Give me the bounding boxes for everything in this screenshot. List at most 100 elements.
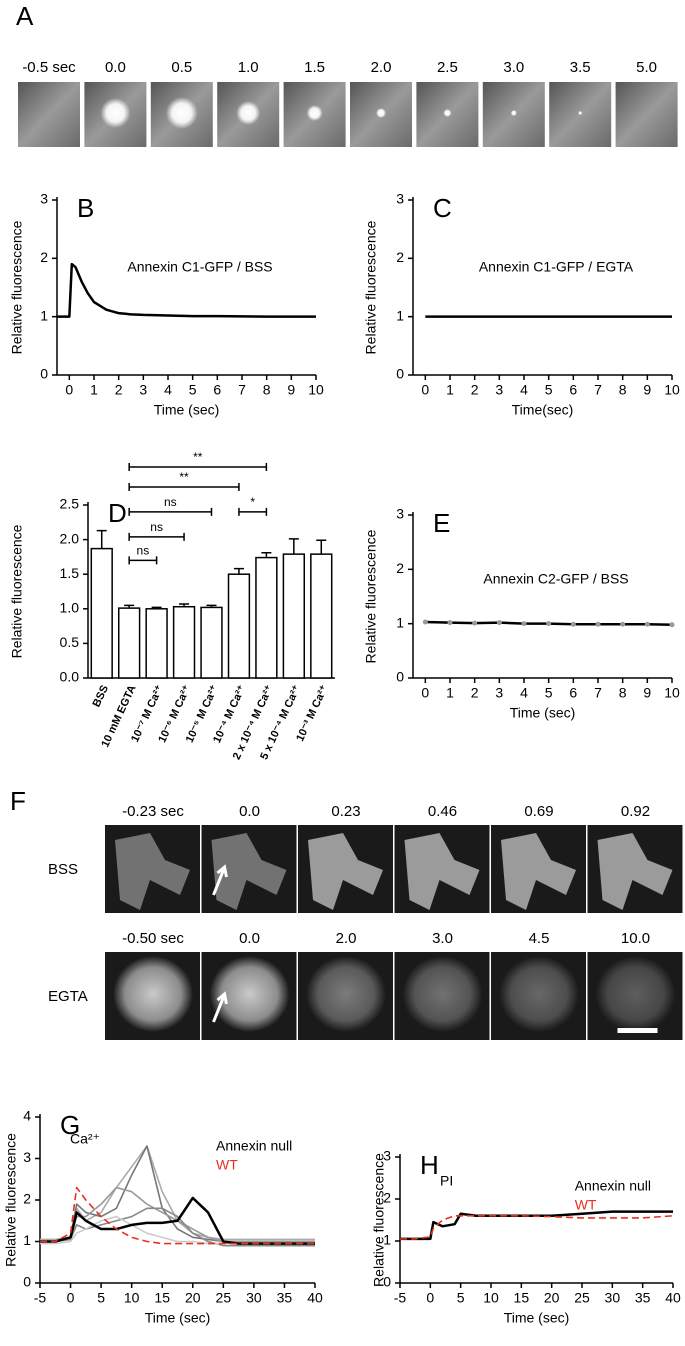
y-axis-label: Relative fluorescence — [3, 1133, 19, 1267]
bar — [227, 573, 251, 679]
frame-time: 1.0 — [238, 59, 259, 76]
marker — [496, 620, 502, 626]
error-bar — [233, 567, 244, 575]
x-tick-label: 20 — [544, 1290, 560, 1306]
x-tick-label: 2 — [471, 382, 479, 398]
x-tick-label: BSS — [91, 683, 111, 709]
frame-time: 0.23 — [331, 803, 360, 820]
annotation: Annexin C1-GFP / EGTA — [479, 259, 634, 275]
panel-label: G — [60, 1110, 80, 1140]
panel-label: A — [16, 1, 34, 31]
image-spot — [306, 105, 323, 121]
y-tick-label: 3 — [396, 506, 404, 522]
x-tick-label: 35 — [277, 1290, 293, 1306]
x-tick-label: 3 — [495, 382, 503, 398]
frame-time: -0.23 sec — [122, 803, 184, 820]
frame-time: 0.0 — [105, 59, 126, 76]
y-tick-label: 2 — [396, 560, 404, 576]
annotation: Ca²⁺ — [70, 1131, 100, 1147]
x-tick-label: 10 — [664, 685, 680, 701]
y-axis-label: Relative fluorescence — [371, 1153, 387, 1287]
panel-label: H — [420, 1150, 439, 1180]
marker — [472, 620, 478, 626]
marker — [447, 620, 453, 626]
y-tick-label: 2 — [23, 1191, 31, 1207]
significance-label: ns — [137, 544, 150, 558]
x-tick-label: 1 — [446, 382, 454, 398]
x-tick-label: 15 — [514, 1290, 530, 1306]
y-tick-label: 2.5 — [60, 496, 80, 512]
frame-time: 0.0 — [239, 803, 260, 820]
y-tick-label: 1 — [396, 614, 404, 630]
x-tick-label: 10 — [308, 382, 324, 398]
cell — [595, 956, 676, 1032]
frame-time: 0.5 — [171, 59, 192, 76]
error-bar — [288, 538, 299, 555]
x-tick-label: 25 — [216, 1290, 232, 1306]
x-tick-label: 0 — [421, 685, 429, 701]
bar — [310, 553, 333, 679]
y-axis-label: Relative fluorescence — [363, 529, 379, 663]
x-tick-label: 8 — [619, 685, 627, 701]
x-tick-label: 6 — [569, 685, 577, 701]
frame-time: -0.50 sec — [122, 930, 184, 947]
x-tick-label: -5 — [394, 1290, 407, 1306]
panel-label: E — [433, 508, 450, 538]
series-line — [57, 262, 316, 318]
bar — [117, 607, 141, 679]
image-spot — [578, 111, 583, 115]
x-tick-label: 30 — [246, 1290, 262, 1306]
significance-bracket — [128, 556, 158, 565]
error-bar — [179, 603, 190, 607]
x-tick-label: 0 — [426, 1290, 434, 1306]
significance-bracket — [128, 532, 185, 541]
image-frame — [18, 82, 80, 147]
image-spot — [165, 97, 198, 129]
row-label: EGTA — [48, 988, 88, 1005]
x-tick-label: 1 — [90, 382, 98, 398]
image-spot — [100, 98, 131, 128]
frame-time: 3.5 — [570, 59, 591, 76]
x-tick-label: -5 — [34, 1290, 47, 1306]
y-tick-label: 3 — [40, 191, 48, 207]
scale-bar — [617, 1028, 658, 1033]
bar — [90, 547, 113, 679]
frame-time: 2.0 — [336, 930, 357, 947]
legend-entry: WT — [216, 1157, 238, 1173]
y-tick-label: 1 — [40, 307, 48, 323]
marker — [521, 621, 527, 627]
cell — [501, 833, 576, 910]
significance-label: ns — [164, 495, 177, 509]
cell — [209, 956, 290, 1032]
series-line — [40, 1145, 315, 1241]
marker — [570, 621, 576, 627]
marker — [620, 621, 626, 627]
significance-bracket — [128, 483, 240, 492]
x-tick-label: 5 — [545, 685, 553, 701]
x-tick-label: 9 — [643, 382, 651, 398]
x-tick-label: 40 — [307, 1290, 323, 1306]
x-tick-label: 8 — [263, 382, 271, 398]
bar — [200, 606, 223, 679]
error-bar — [316, 539, 327, 555]
legend-entry: WT — [575, 1197, 597, 1213]
error-bar — [151, 606, 162, 609]
marker — [546, 621, 552, 627]
significance-bracket — [128, 462, 268, 471]
x-tick-label: 7 — [594, 382, 602, 398]
x-axis-label: Time (sec) — [510, 705, 576, 721]
cell — [113, 956, 193, 1032]
y-tick-label: 0 — [396, 366, 404, 382]
series-line — [40, 1196, 315, 1245]
x-axis-label: Time (sec) — [154, 402, 220, 418]
error-bar — [261, 551, 272, 558]
error-bar — [206, 604, 217, 608]
x-tick-label: 7 — [594, 685, 602, 701]
x-tick-label: 3 — [139, 382, 147, 398]
y-tick-label: 2 — [396, 249, 404, 265]
y-tick-label: 0 — [396, 669, 404, 685]
significance-label: ** — [193, 450, 203, 464]
y-tick-label: 4 — [23, 1108, 31, 1124]
series-line — [400, 1215, 674, 1240]
